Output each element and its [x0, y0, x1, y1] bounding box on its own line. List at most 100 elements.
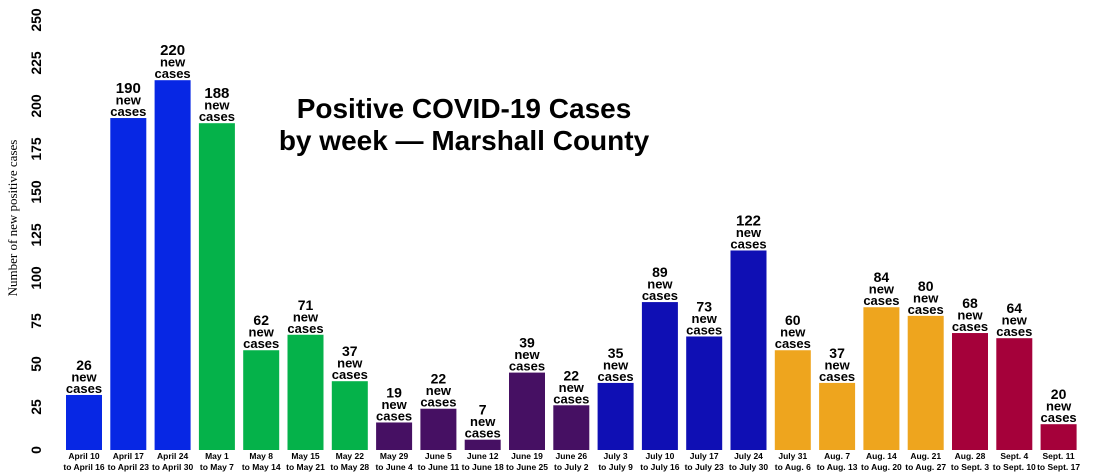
y-tick-label: 225 [28, 51, 44, 75]
data-label-value: 37 [342, 343, 358, 359]
data-label-value: 73 [696, 298, 712, 314]
data-label-value: 39 [519, 335, 535, 351]
x-tick-label-line-2: to June 25 [506, 462, 548, 472]
bars-group [66, 80, 1077, 450]
x-tick-label-line-1: April 10 [68, 451, 99, 461]
chart-title-line-1: Positive COVID-19 Cases [297, 93, 632, 124]
x-tick-label-line-2: to May 21 [286, 462, 325, 472]
data-label-suffix-line-2: cases [952, 319, 988, 334]
bar [774, 350, 811, 450]
data-label-value: 220 [160, 42, 185, 59]
data-label-suffix-line-1: new [559, 380, 585, 395]
data-label-suffix-line-2: cases [155, 66, 191, 81]
data-label-value: 122 [736, 212, 761, 229]
x-tick-label-line-2: to Sept. 10 [993, 462, 1036, 472]
data-label-suffix-line-2: cases [509, 359, 545, 374]
x-tick-label-line-2: to Sept. 17 [1037, 462, 1080, 472]
y-tick-label: 0 [28, 446, 44, 454]
x-tick-label-line-2: to July 2 [554, 462, 589, 472]
x-tick-label-line-1: Sept. 4 [1000, 451, 1028, 461]
data-label-suffix-line-2: cases [287, 321, 323, 336]
data-label-value: 37 [829, 345, 845, 361]
data-label-suffix-line-2: cases [66, 381, 102, 396]
bar [819, 382, 856, 450]
x-tick-label-line-1: Sept. 11 [1043, 451, 1075, 461]
data-label-suffix-line-2: cases [996, 324, 1032, 339]
data-label-suffix-line-2: cases [863, 293, 899, 308]
data-label-suffix-line-1: new [71, 369, 97, 384]
data-label-value: 64 [1007, 300, 1023, 316]
data-label-suffix-line-1: new [381, 397, 407, 412]
bar [243, 350, 280, 450]
data-label-suffix-line-1: new [204, 98, 230, 113]
data-label-suffix-line-2: cases [420, 395, 456, 410]
y-axis: 0 25 50 75 100 125 150 175 200 225 250 [28, 8, 44, 454]
x-tick-label-line-1: June 5 [425, 451, 452, 461]
x-tick-label-line-2: to Aug. 6 [775, 462, 811, 472]
x-tick-label-line-1: June 12 [467, 451, 499, 461]
data-label-suffix-line-2: cases [598, 369, 634, 384]
data-label-value: 80 [918, 278, 934, 294]
y-tick-label: 125 [28, 223, 44, 247]
x-tick-label-line-1: July 10 [645, 451, 674, 461]
data-label-value: 89 [652, 264, 668, 280]
x-tick-label-line-2: to July 16 [640, 462, 679, 472]
bar [110, 118, 147, 450]
bar [66, 394, 102, 450]
data-label-value: 71 [298, 297, 314, 313]
data-label-suffix-line-1: new [603, 357, 629, 372]
x-tick-label-line-1: May 1 [205, 451, 229, 461]
bar [863, 307, 900, 450]
bar [553, 405, 590, 450]
bar [154, 80, 191, 450]
x-tick-label-line-1: July 24 [734, 451, 763, 461]
bar [1040, 424, 1077, 450]
data-label-value: 20 [1051, 386, 1067, 402]
x-tick-label-line-2: to June 11 [418, 462, 460, 472]
y-tick-label: 200 [28, 94, 44, 118]
bar [376, 422, 413, 450]
x-tick-label-line-2: to Sept. 3 [951, 462, 990, 472]
data-label-suffix-line-1: new [337, 356, 363, 371]
data-label-value: 190 [116, 80, 141, 97]
x-tick-label-line-1: May 29 [380, 451, 409, 461]
x-tick-label-line-1: Aug. 14 [866, 451, 897, 461]
data-label-suffix-line-2: cases [1041, 410, 1077, 425]
data-label-suffix-line-2: cases [110, 104, 146, 119]
chart-title-line-2: by week — Marshall County [279, 125, 650, 156]
x-tick-label-line-2: to April 16 [63, 462, 105, 472]
x-tick-label-line-1: June 26 [555, 451, 587, 461]
data-label-value: 188 [204, 85, 229, 102]
bar [686, 336, 723, 450]
data-label-suffix-line-2: cases [775, 336, 811, 351]
data-label-suffix-line-1: new [647, 277, 673, 292]
data-label-suffix-line-1: new [1046, 399, 1072, 414]
data-label-suffix-line-1: new [736, 225, 762, 240]
data-label-suffix-line-2: cases [376, 408, 412, 423]
data-label-suffix-line-1: new [957, 308, 983, 323]
y-tick-label: 175 [28, 137, 44, 161]
data-label-value: 26 [76, 357, 92, 373]
data-label-value: 60 [785, 312, 801, 328]
y-tick-label: 150 [28, 180, 44, 204]
y-tick-label: 50 [28, 356, 44, 372]
bar [730, 250, 767, 450]
x-tick-label-line-2: to May 28 [330, 462, 369, 472]
data-label-suffix-line-1: new [470, 414, 496, 429]
data-label-suffix-line-1: new [869, 282, 895, 297]
data-label-suffix-line-2: cases [243, 336, 279, 351]
x-tick-label-line-2: to July 23 [685, 462, 724, 472]
y-tick-label: 250 [28, 8, 44, 32]
x-tick-label-line-2: to April 30 [152, 462, 194, 472]
bar [287, 334, 324, 450]
x-tick-label-line-2: to May 7 [200, 462, 234, 472]
bar [198, 123, 235, 450]
x-tick-label-line-1: June 19 [511, 451, 543, 461]
x-tick-label-line-1: July 31 [778, 451, 807, 461]
x-tick-label-line-2: to April 23 [108, 462, 150, 472]
data-label-value: 68 [962, 295, 978, 311]
y-tick-label: 75 [28, 313, 44, 329]
data-label-value: 19 [386, 384, 402, 400]
